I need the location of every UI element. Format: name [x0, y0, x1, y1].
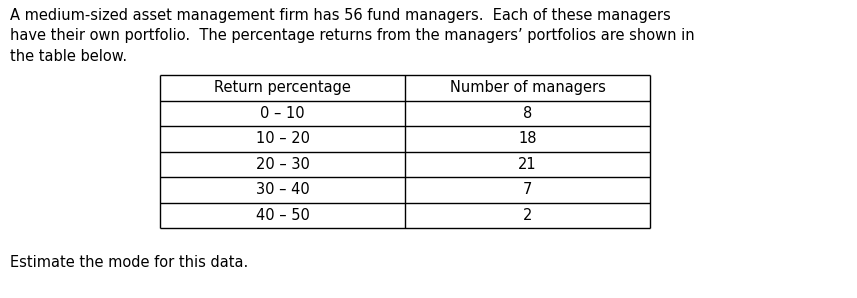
Text: 20 – 30: 20 – 30	[255, 157, 309, 172]
Text: Number of managers: Number of managers	[450, 80, 605, 95]
Text: 30 – 40: 30 – 40	[255, 182, 309, 197]
Text: 2: 2	[523, 208, 532, 223]
Text: 7: 7	[523, 182, 532, 197]
Text: 21: 21	[518, 157, 536, 172]
Text: 8: 8	[523, 106, 532, 121]
Text: 10 – 20: 10 – 20	[255, 131, 309, 146]
Text: 0 – 10: 0 – 10	[261, 106, 305, 121]
Text: Return percentage: Return percentage	[214, 80, 351, 95]
Text: 18: 18	[518, 131, 536, 146]
Text: 40 – 50: 40 – 50	[255, 208, 309, 223]
Text: Estimate the mode for this data.: Estimate the mode for this data.	[10, 255, 249, 270]
Text: A medium-sized asset management firm has 56 fund managers.  Each of these manage: A medium-sized asset management firm has…	[10, 8, 695, 64]
